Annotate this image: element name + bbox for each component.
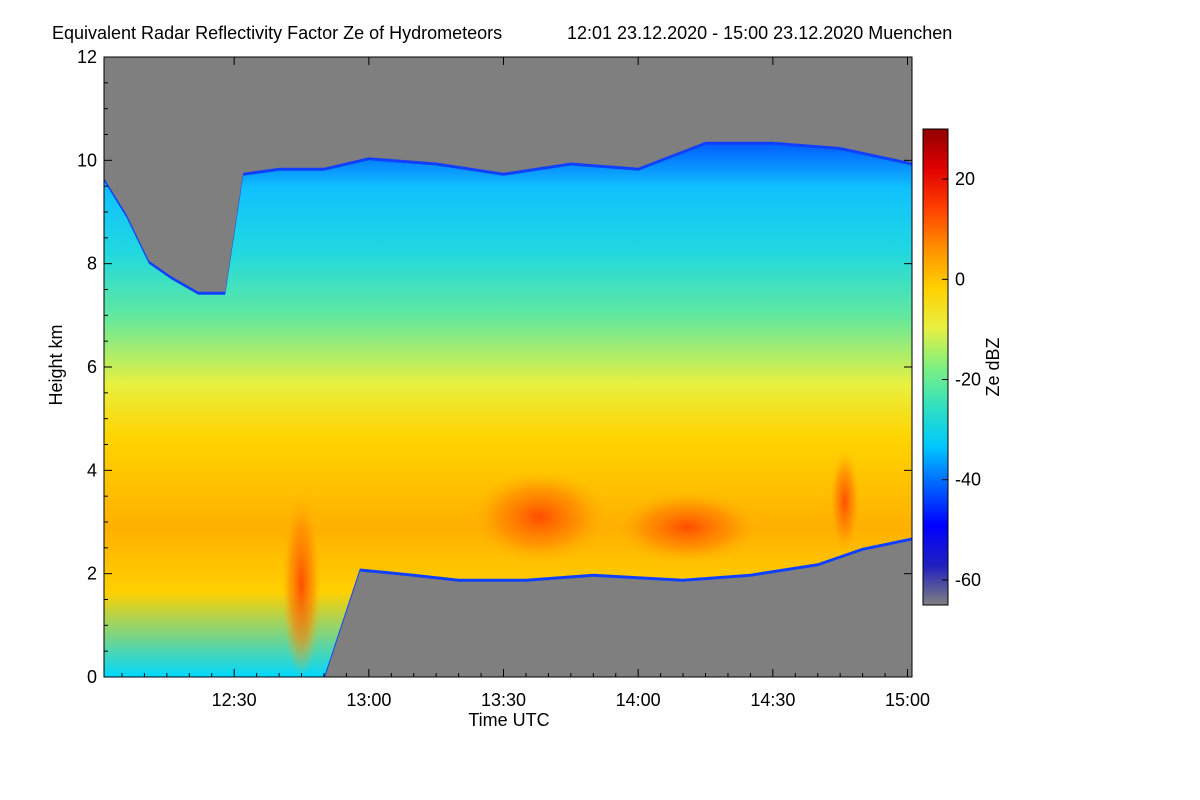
y-tick-label: 2 bbox=[87, 564, 97, 584]
y-axis-label: Height km bbox=[46, 324, 66, 405]
colorbar-ticks: 20 0 -20 -40 -60 bbox=[942, 169, 981, 590]
x-tick-label: 15:00 bbox=[885, 690, 930, 710]
high-reflectivity-region bbox=[282, 491, 321, 677]
colorbar-tick-label: -20 bbox=[955, 370, 981, 390]
x-tick-label: 13:30 bbox=[481, 690, 526, 710]
y-tick-label: 10 bbox=[77, 150, 97, 170]
x-axis-label: Time UTC bbox=[468, 710, 549, 730]
colorbar-tick-label: 0 bbox=[955, 269, 965, 289]
y-tick-label: 4 bbox=[87, 460, 97, 480]
high-reflectivity-region bbox=[470, 470, 609, 564]
y-axis: 0 2 4 6 8 10 12 bbox=[77, 47, 912, 687]
colorbar-label: Ze dBZ bbox=[983, 337, 1003, 396]
x-tick-label: 14:30 bbox=[750, 690, 795, 710]
high-reflectivity-regions bbox=[282, 449, 860, 677]
colorbar: 20 0 -20 -40 -60 Ze dBZ bbox=[922, 128, 1003, 606]
colorbar-tick-label: -40 bbox=[955, 470, 981, 490]
colorbar-tick-label: -60 bbox=[955, 570, 981, 590]
high-reflectivity-region bbox=[829, 449, 860, 553]
x-axis: 12:30 13:00 13:30 14:00 14:30 15:00 bbox=[121, 57, 930, 710]
y-tick-label: 6 bbox=[87, 357, 97, 377]
y-tick-label: 8 bbox=[87, 254, 97, 274]
x-tick-label: 14:00 bbox=[616, 690, 661, 710]
colorbar-tick-label: 20 bbox=[955, 169, 975, 189]
x-tick-label: 13:00 bbox=[346, 690, 391, 710]
high-reflectivity-region bbox=[614, 491, 761, 564]
chart-subtitle: 12:01 23.12.2020 - 15:00 23.12.2020 Muen… bbox=[567, 23, 952, 43]
colorbar-gradient bbox=[922, 128, 949, 606]
plot-area bbox=[104, 57, 912, 677]
chart-title: Equivalent Radar Reflectivity Factor Ze … bbox=[52, 23, 502, 43]
y-tick-label: 12 bbox=[77, 47, 97, 67]
x-tick-label: 12:30 bbox=[212, 690, 257, 710]
y-tick-label: 0 bbox=[87, 667, 97, 687]
